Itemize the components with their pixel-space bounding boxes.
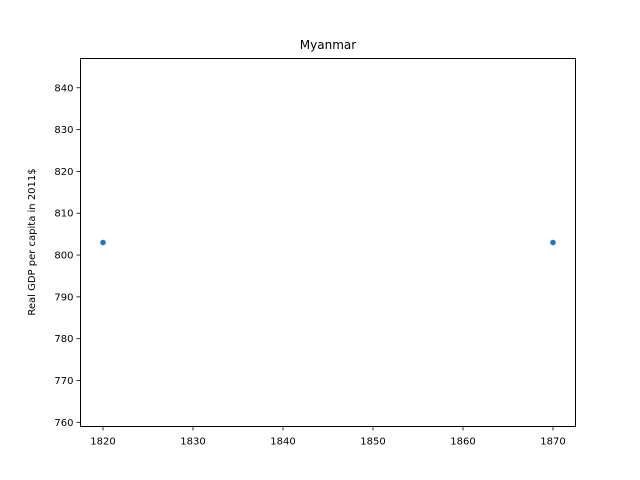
y-tick-label: 810 xyxy=(54,209,73,220)
y-tick-label: 840 xyxy=(54,83,73,94)
x-tick-label: 1820 xyxy=(90,437,115,448)
x-tick-label: 1830 xyxy=(180,437,205,448)
x-tick-label: 1850 xyxy=(360,437,385,448)
chart-title: Myanmar xyxy=(300,38,356,52)
y-tick-label: 780 xyxy=(54,334,73,345)
x-tick-label: 1860 xyxy=(450,437,475,448)
x-tick-label: 1870 xyxy=(540,437,565,448)
y-tick-label: 830 xyxy=(54,125,73,136)
y-tick-label: 770 xyxy=(54,376,73,387)
y-axis-label: Real GDP per capita in 2011$ xyxy=(27,168,38,315)
y-tick-label: 800 xyxy=(54,251,73,262)
data-point xyxy=(550,239,556,246)
y-axis: 760 770 780 790 800 810 820 830 840 xyxy=(54,83,81,429)
plot-frame xyxy=(80,58,576,427)
data-point xyxy=(100,239,106,246)
y-tick-label: 790 xyxy=(54,292,73,303)
data-points xyxy=(100,239,556,246)
y-tick-label: 760 xyxy=(54,418,73,429)
y-tick-label: 820 xyxy=(54,167,73,178)
x-tick-label: 1840 xyxy=(270,437,295,448)
x-axis: 1820 1830 1840 1850 1860 1870 xyxy=(90,426,566,448)
